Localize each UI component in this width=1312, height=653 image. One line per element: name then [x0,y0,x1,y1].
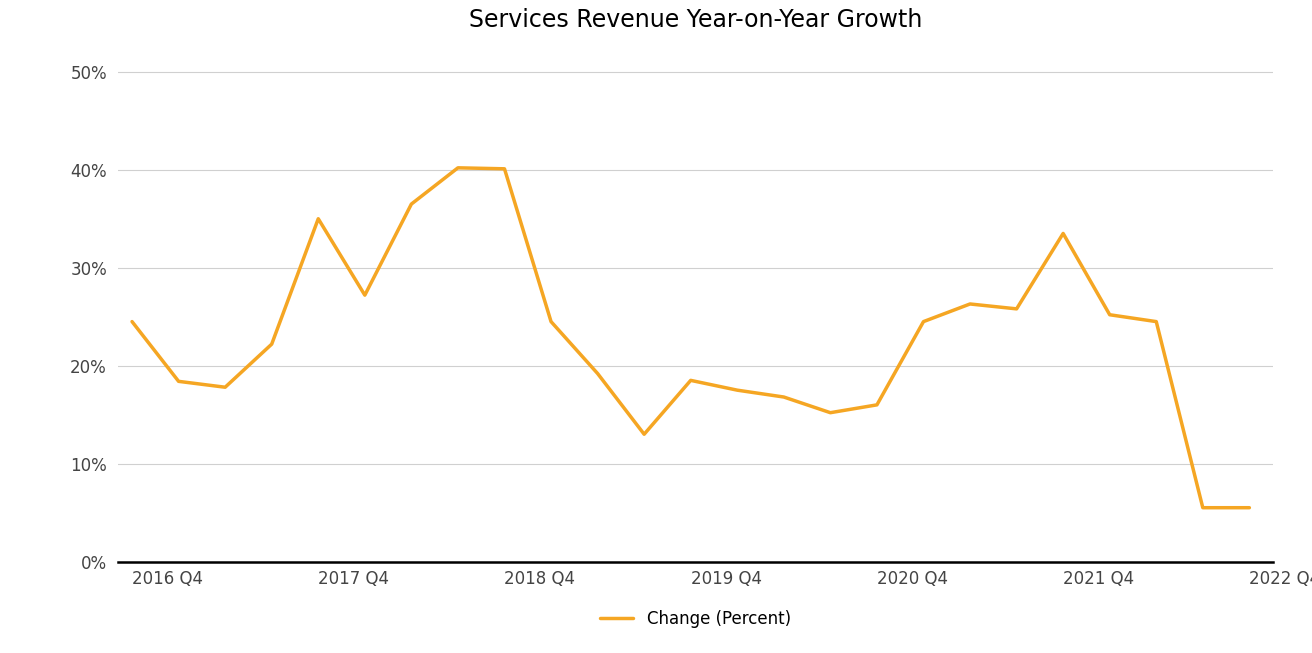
Change (Percent) [682,376,698,384]
Change (Percent) [962,300,977,308]
Change (Percent) [171,377,186,385]
Change (Percent) [916,318,932,326]
Change (Percent) [357,291,373,299]
Change (Percent) [497,165,513,172]
Change (Percent) [775,393,791,401]
Change (Percent) [1009,305,1025,313]
Change (Percent) [1148,318,1164,326]
Change (Percent) [264,340,279,348]
Change (Percent) [1195,504,1211,512]
Change (Percent) [636,430,652,438]
Legend: Change (Percent): Change (Percent) [593,603,798,635]
Change (Percent) [589,370,605,377]
Change (Percent) [404,200,420,208]
Change (Percent) [543,318,559,326]
Change (Percent) [1241,504,1257,512]
Change (Percent) [1102,311,1118,319]
Change (Percent) [125,318,140,326]
Change (Percent) [218,383,234,391]
Change (Percent) [311,215,327,223]
Change (Percent) [1055,229,1071,237]
Change (Percent) [729,387,745,394]
Line: Change (Percent): Change (Percent) [133,168,1249,508]
Change (Percent) [823,409,838,417]
Title: Services Revenue Year-on-Year Growth: Services Revenue Year-on-Year Growth [468,8,922,32]
Change (Percent) [450,164,466,172]
Change (Percent) [869,401,884,409]
